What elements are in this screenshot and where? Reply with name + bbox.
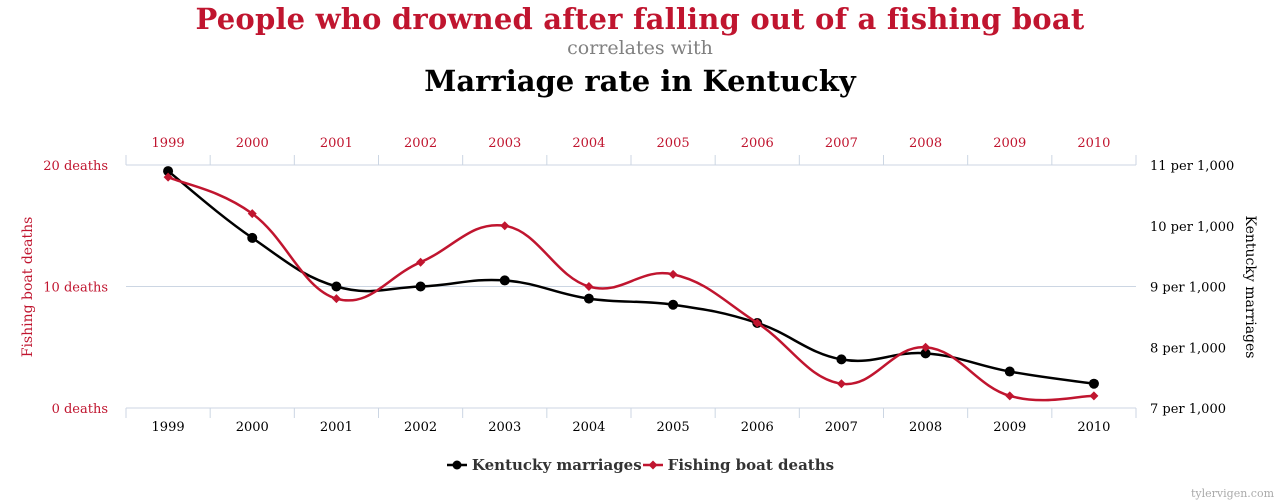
y-right-tick-label: 9 per 1,000	[1150, 281, 1226, 296]
y-right-tick-label: 10 per 1,000	[1150, 220, 1234, 235]
data-point-fishing-boat-deaths[interactable]	[752, 318, 762, 328]
x-bottom-tick-label: 2004	[572, 420, 605, 435]
data-point-fishing-boat-deaths[interactable]	[500, 221, 510, 231]
credit-link[interactable]: tylervigen.com	[1191, 487, 1274, 500]
data-point-fishing-boat-deaths[interactable]	[416, 257, 426, 267]
x-top-tick-label: 1999	[152, 136, 185, 151]
data-point-fishing-boat-deaths[interactable]	[163, 172, 173, 182]
x-top-tick-label: 2008	[909, 136, 942, 151]
y-right-tick-label: 7 per 1,000	[1150, 402, 1226, 417]
data-point-fishing-boat-deaths[interactable]	[331, 294, 341, 304]
x-top-tick-label: 2002	[404, 136, 437, 151]
data-point-kentucky-marriages[interactable]	[331, 281, 342, 292]
x-bottom-tick-label: 2009	[993, 420, 1026, 435]
x-axis-top: 1999 2000 2001 2002 2003 2004 2005 2006 2007 2008…	[125, 136, 1137, 165]
x-top-tick-label: 2004	[572, 136, 605, 151]
x-bottom-tick-label: 2007	[825, 420, 858, 435]
x-top-tick-label: 2005	[657, 136, 690, 151]
data-point-kentucky-marriages[interactable]	[836, 354, 847, 365]
y-left-tick-label: 10 deaths	[43, 281, 108, 296]
data-point-kentucky-marriages[interactable]	[668, 299, 679, 310]
x-top-tick-label: 2000	[236, 136, 269, 151]
y-axis-right: Kentucky marriages 11 per 1,000 10 per 1,…	[1150, 159, 1258, 417]
y-right-tick-label: 11 per 1,000	[1150, 159, 1234, 174]
legend-label-fishing-boat-deaths: Fishing boat deaths	[667, 456, 835, 474]
data-point-fishing-boat-deaths[interactable]	[668, 269, 678, 279]
data-point-kentucky-marriages[interactable]	[415, 281, 426, 292]
x-bottom-tick-label: 2005	[657, 420, 690, 435]
x-axis-bottom: 1999 2000 2001 2002 2003 2004 2005 2006 2007 2008…	[125, 408, 1137, 435]
data-point-fishing-boat-deaths[interactable]	[247, 209, 257, 219]
x-bottom-tick-label: 2010	[1077, 420, 1110, 435]
y-axis-left: Fishing boat deaths 20 deaths 10 deaths 0 …	[20, 159, 108, 417]
data-point-kentucky-marriages[interactable]	[1004, 366, 1015, 377]
legend-item-fishing-boat-deaths[interactable]: Fishing boat deaths	[642, 456, 834, 474]
y-right-tick-label: 8 per 1,000	[1150, 341, 1226, 356]
x-top-tick-label: 2003	[488, 136, 521, 151]
data-point-kentucky-marriages[interactable]	[499, 275, 510, 286]
y-axis-right-title: Kentucky marriages	[1242, 216, 1258, 359]
data-point-fishing-boat-deaths[interactable]	[1005, 391, 1015, 401]
x-bottom-tick-label: 2001	[320, 420, 353, 435]
legend-item-kentucky-marriages[interactable]: Kentucky marriages	[446, 456, 642, 474]
data-point-kentucky-marriages[interactable]	[583, 293, 594, 304]
chart-title-secondary: Marriage rate in Kentucky	[424, 64, 856, 98]
data-point-fishing-boat-deaths[interactable]	[836, 379, 846, 389]
x-bottom-tick-label: 2008	[909, 420, 942, 435]
chart-connector: correlates with	[567, 37, 713, 59]
series-line-kentucky-marriages	[167, 170, 1095, 385]
grid-layer	[126, 164, 1136, 409]
data-point-kentucky-marriages[interactable]	[247, 232, 258, 243]
data-point-kentucky-marriages[interactable]	[163, 166, 174, 177]
y-left-tick-label: 0 deaths	[52, 402, 108, 417]
data-point-kentucky-marriages[interactable]	[1088, 378, 1099, 389]
data-point-fishing-boat-deaths[interactable]	[921, 342, 931, 352]
series-line-fishing-boat-deaths	[167, 176, 1094, 402]
data-point-fishing-boat-deaths[interactable]	[1089, 391, 1099, 401]
x-bottom-tick-label: 1999	[152, 420, 185, 435]
legend-circle-marker-icon	[446, 460, 467, 470]
x-top-tick-label: 2006	[741, 136, 774, 151]
x-top-tick-label: 2009	[993, 136, 1026, 151]
data-point-kentucky-marriages[interactable]	[920, 348, 931, 359]
x-bottom-tick-label: 2000	[236, 420, 269, 435]
legend-label-kentucky-marriages: Kentucky marriages	[471, 456, 642, 474]
x-bottom-tick-label: 2002	[404, 420, 437, 435]
x-top-tick-label: 2001	[320, 136, 353, 151]
data-point-fishing-boat-deaths[interactable]	[584, 282, 594, 291]
legend: Kentucky marriages Fishing boat deaths	[0, 456, 1280, 474]
x-top-tick-label: 2010	[1077, 136, 1110, 151]
x-bottom-tick-label: 2003	[488, 420, 521, 435]
chart-title: People who drowned after falling out of …	[195, 2, 1085, 36]
y-left-tick-label: 20 deaths	[43, 159, 108, 174]
y-axis-left-title: Fishing boat deaths	[20, 217, 36, 358]
legend-diamond-marker-icon	[642, 460, 663, 470]
x-top-tick-label: 2007	[825, 136, 858, 151]
x-bottom-tick-label: 2006	[741, 420, 774, 435]
series-layer	[163, 166, 1099, 402]
